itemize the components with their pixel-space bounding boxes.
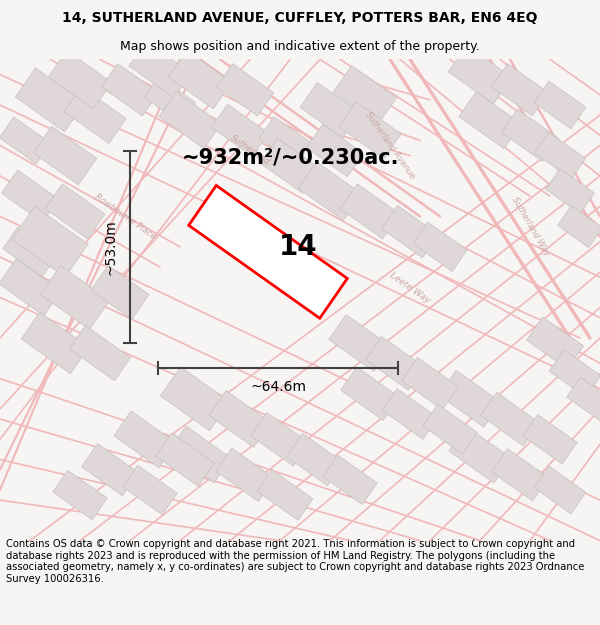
Polygon shape (129, 41, 191, 98)
Polygon shape (82, 444, 139, 496)
Polygon shape (209, 391, 271, 448)
Polygon shape (21, 312, 89, 374)
Polygon shape (168, 51, 232, 109)
Polygon shape (16, 68, 85, 132)
Polygon shape (534, 466, 586, 514)
Polygon shape (298, 162, 362, 221)
Polygon shape (459, 92, 521, 149)
Polygon shape (401, 357, 458, 410)
Polygon shape (0, 259, 61, 316)
Polygon shape (545, 169, 595, 214)
Text: ~53.0m: ~53.0m (103, 219, 117, 274)
Polygon shape (382, 389, 438, 439)
Polygon shape (481, 392, 539, 446)
Polygon shape (53, 470, 107, 520)
Polygon shape (382, 206, 439, 258)
Polygon shape (0, 117, 50, 164)
Text: Rowbourne Place: Rowbourne Place (93, 192, 157, 241)
Polygon shape (523, 414, 577, 464)
Polygon shape (286, 433, 344, 486)
Polygon shape (448, 46, 512, 104)
Polygon shape (70, 326, 131, 381)
Polygon shape (33, 126, 97, 185)
Polygon shape (491, 449, 548, 501)
Polygon shape (307, 124, 364, 177)
Polygon shape (339, 102, 401, 159)
Polygon shape (257, 470, 313, 521)
Text: Sutherland: Sutherland (229, 134, 271, 168)
Polygon shape (439, 371, 501, 428)
Polygon shape (211, 104, 269, 156)
Polygon shape (123, 465, 177, 515)
Polygon shape (502, 109, 559, 161)
Polygon shape (114, 411, 176, 468)
Polygon shape (259, 117, 311, 164)
Polygon shape (40, 266, 110, 329)
Text: 14: 14 (278, 232, 317, 261)
Polygon shape (160, 367, 230, 431)
Polygon shape (169, 426, 231, 483)
Polygon shape (340, 184, 400, 239)
Polygon shape (260, 138, 320, 193)
Polygon shape (329, 314, 391, 371)
Text: Leete Way: Leete Way (388, 270, 432, 304)
Polygon shape (323, 455, 377, 504)
Polygon shape (91, 266, 149, 319)
Polygon shape (365, 337, 424, 390)
Polygon shape (449, 426, 511, 483)
Text: Contains OS data © Crown copyright and database right 2021. This information is : Contains OS data © Crown copyright and d… (6, 539, 584, 584)
Text: 14, SUTHERLAND AVENUE, CUFFLEY, POTTERS BAR, EN6 4EQ: 14, SUTHERLAND AVENUE, CUFFLEY, POTTERS … (62, 11, 538, 25)
Polygon shape (423, 404, 477, 454)
Polygon shape (155, 433, 214, 486)
Polygon shape (217, 64, 274, 116)
Polygon shape (251, 412, 310, 466)
Polygon shape (3, 227, 57, 277)
Polygon shape (159, 92, 221, 149)
Text: Map shows position and indicative extent of the property.: Map shows position and indicative extent… (120, 40, 480, 52)
Text: ~64.6m: ~64.6m (250, 379, 306, 394)
Polygon shape (12, 206, 88, 278)
Text: Sutherland Avenue: Sutherland Avenue (364, 110, 416, 181)
Text: ~932m²/~0.230ac.: ~932m²/~0.230ac. (181, 148, 399, 168)
Polygon shape (1, 170, 59, 222)
Polygon shape (145, 76, 196, 123)
Polygon shape (215, 448, 274, 501)
Polygon shape (189, 186, 347, 318)
Polygon shape (101, 64, 158, 116)
Polygon shape (534, 81, 586, 129)
Polygon shape (48, 51, 112, 109)
Polygon shape (526, 317, 584, 369)
Polygon shape (567, 378, 600, 421)
Polygon shape (491, 64, 548, 116)
Text: Sutherland Way: Sutherland Way (509, 196, 550, 258)
Polygon shape (557, 206, 600, 248)
Polygon shape (341, 367, 400, 421)
Polygon shape (413, 222, 467, 271)
Polygon shape (300, 82, 360, 138)
Polygon shape (64, 87, 126, 144)
Polygon shape (535, 132, 586, 179)
Polygon shape (549, 349, 600, 398)
Polygon shape (333, 66, 397, 124)
Polygon shape (45, 184, 105, 239)
